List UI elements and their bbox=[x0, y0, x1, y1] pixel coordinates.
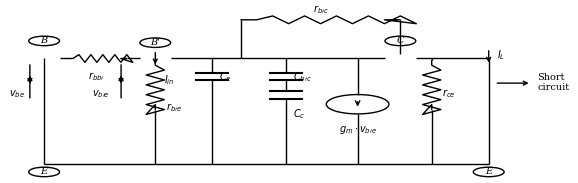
Text: $I_{in}$: $I_{in}$ bbox=[164, 73, 175, 87]
Text: B: B bbox=[40, 36, 48, 45]
Text: $g_m \cdot v_{b\prime e}$: $g_m \cdot v_{b\prime e}$ bbox=[339, 124, 376, 137]
Text: $v_{b\prime e}$: $v_{b\prime e}$ bbox=[92, 88, 110, 100]
Text: Short
circuit: Short circuit bbox=[537, 72, 569, 92]
Text: E: E bbox=[485, 167, 492, 176]
Text: $I_L$: $I_L$ bbox=[497, 48, 506, 62]
Text: $r_{bb\prime}$: $r_{bb\prime}$ bbox=[88, 70, 105, 83]
Text: $r_{b\prime e}$: $r_{b\prime e}$ bbox=[165, 101, 181, 114]
Text: $v_{be}$: $v_{be}$ bbox=[9, 88, 25, 100]
Text: $r_{b\prime c}$: $r_{b\prime c}$ bbox=[313, 3, 328, 16]
Text: $C_e$: $C_e$ bbox=[219, 70, 232, 84]
Text: $C_{b\prime c}$: $C_{b\prime c}$ bbox=[293, 70, 312, 84]
Text: E: E bbox=[40, 167, 48, 176]
Text: C: C bbox=[397, 36, 404, 45]
Text: $C_c$: $C_c$ bbox=[293, 107, 306, 121]
Text: $r_{ce}$: $r_{ce}$ bbox=[442, 87, 455, 100]
Text: B': B' bbox=[150, 38, 160, 47]
